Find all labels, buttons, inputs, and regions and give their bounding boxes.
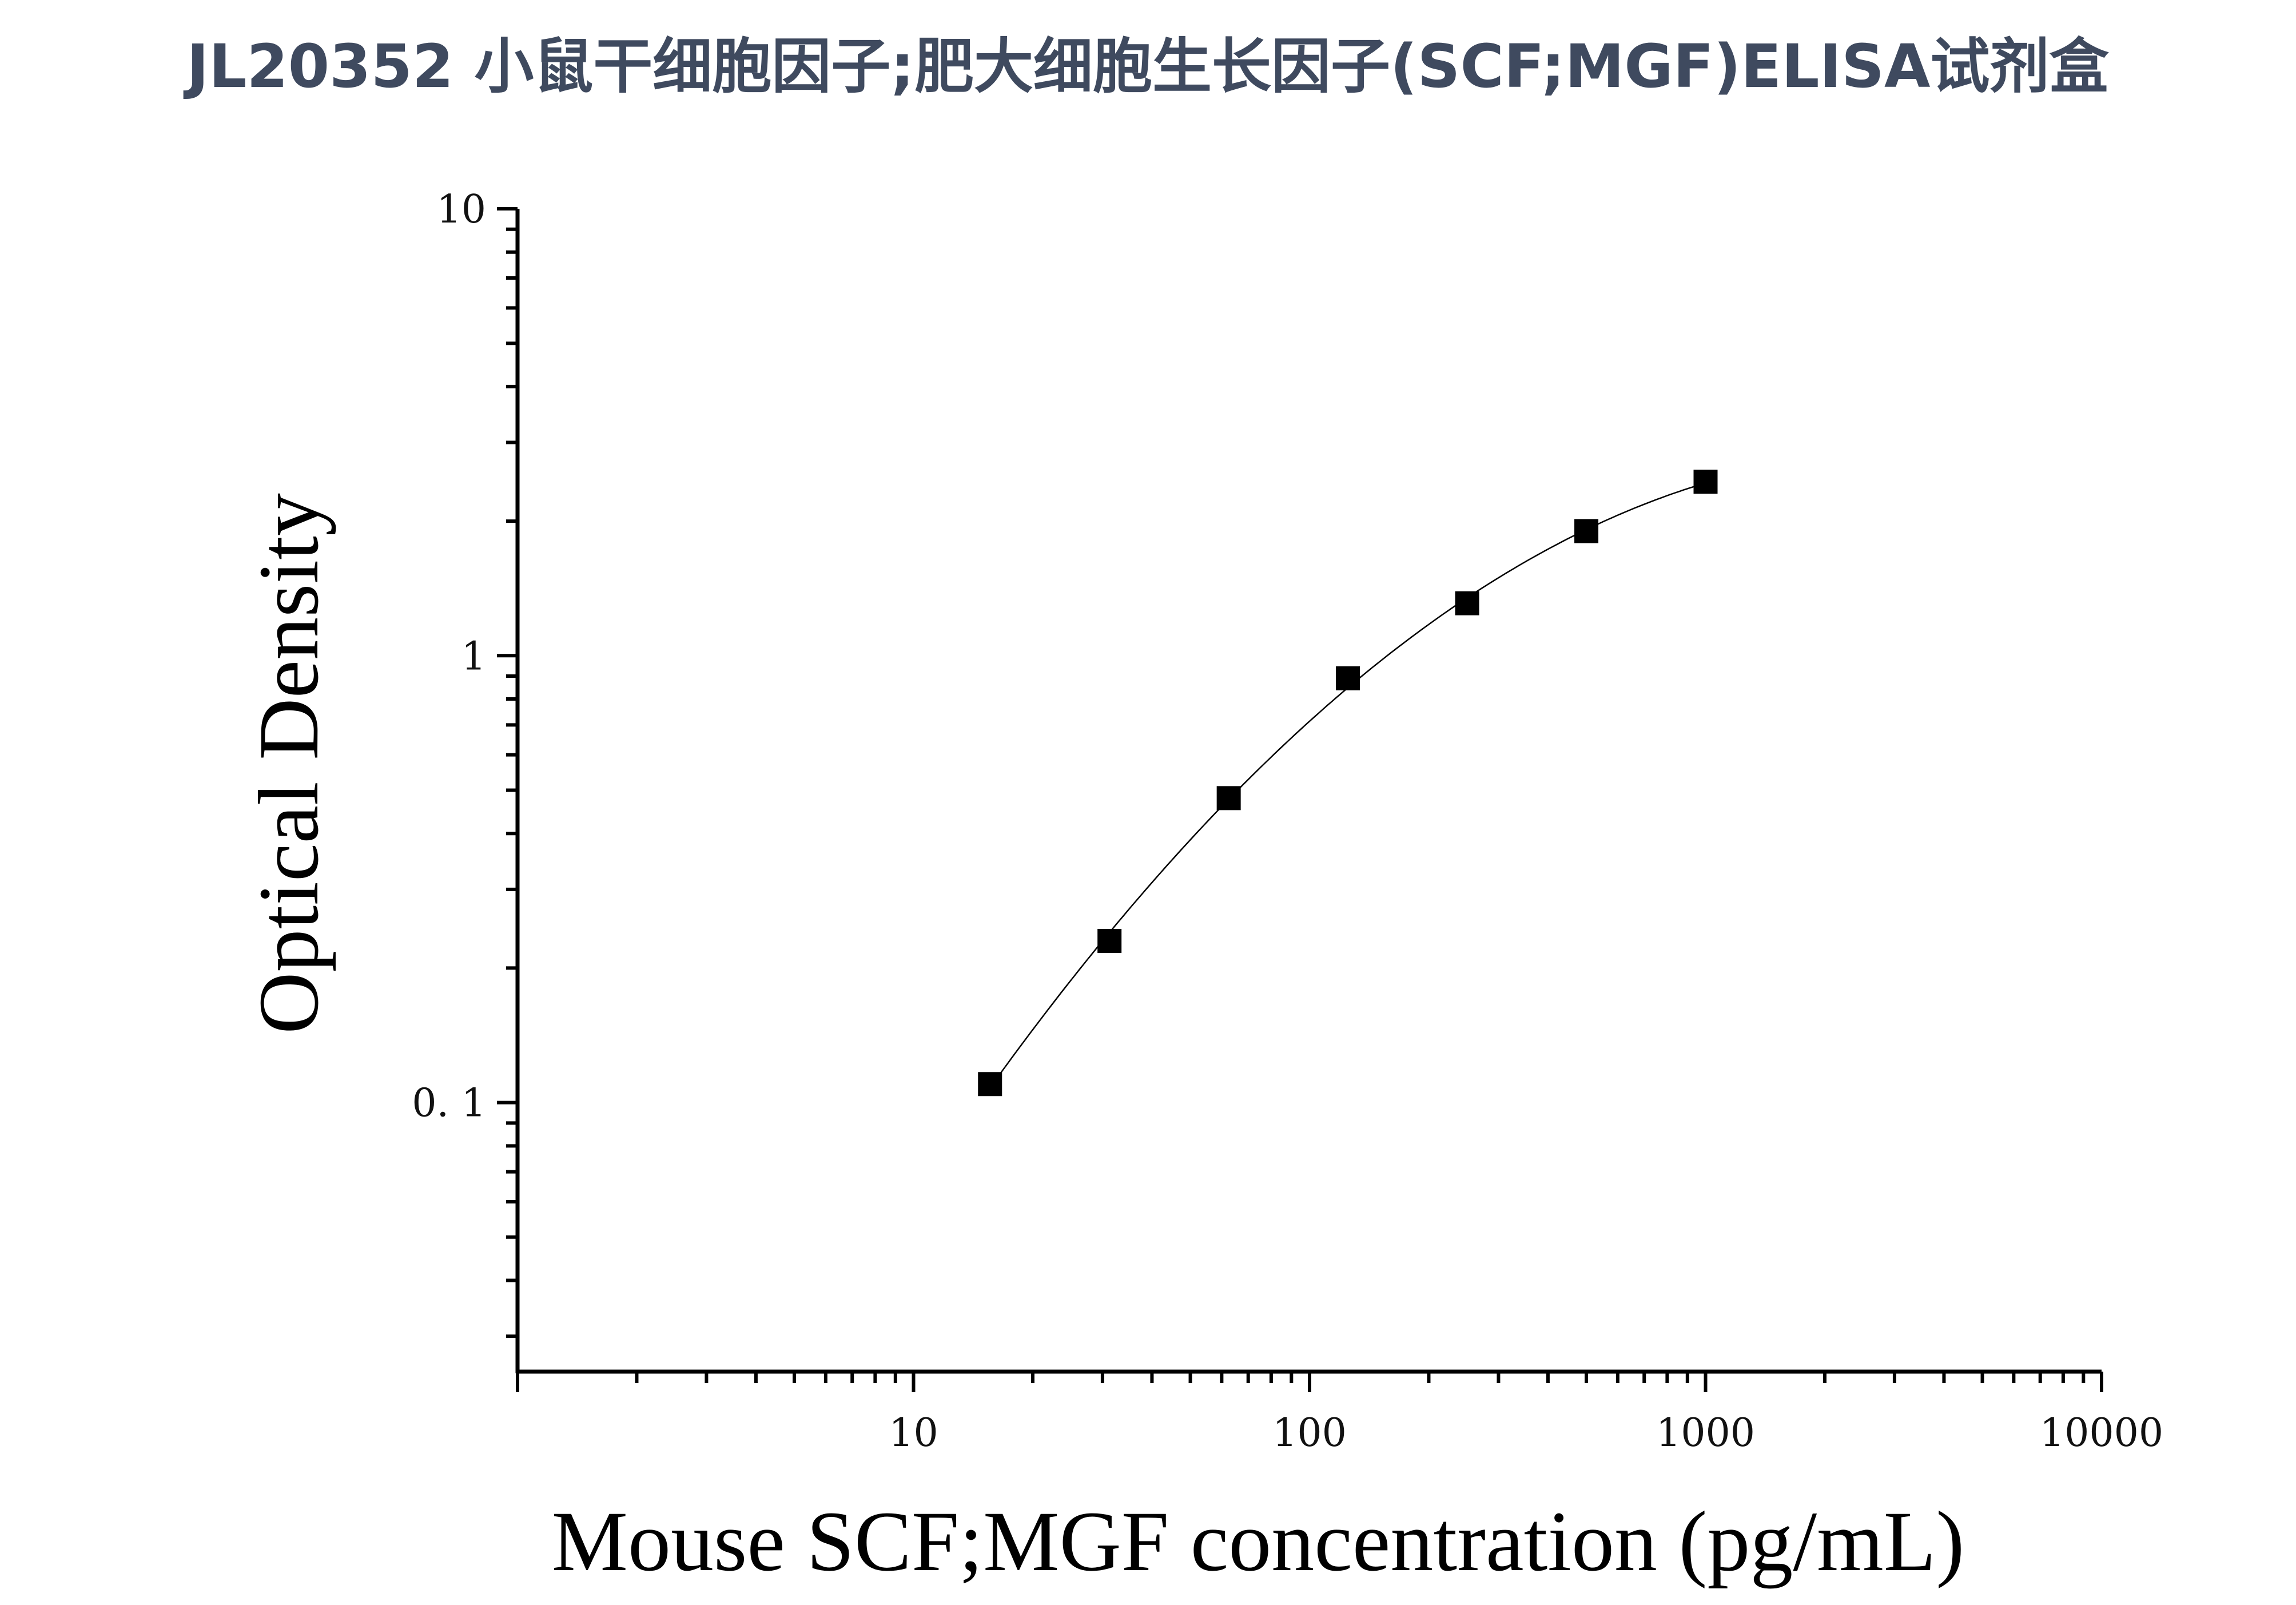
data-point-marker [1455, 591, 1479, 615]
x-tick-label: 10000 [2040, 1411, 2163, 1456]
y-tick-label: 0. 1 [412, 1081, 486, 1126]
x-axis-ticks [516, 1372, 2103, 1392]
y-tick-label: 1 [461, 634, 486, 679]
x-tick-label: 100 [1272, 1411, 1347, 1456]
data-point-markers [978, 470, 1718, 1097]
x-axis-tick-labels: 10 100 1000 10000 [889, 1411, 2163, 1456]
data-point-marker [978, 1072, 1002, 1097]
chart-title: JL20352 小鼠干细胞因子;肥大细胞生长因子(SCF;MGF)ELISA试剂… [183, 31, 2109, 101]
fit-curve-line [993, 482, 1706, 1082]
x-axis-label: Mouse SCF;MGF concentration (pg/mL) [552, 1494, 1965, 1589]
y-axis-label: Optical Density [241, 493, 336, 1034]
data-point-marker [1097, 928, 1122, 953]
data-point-marker [1574, 519, 1599, 543]
data-point-marker [1216, 786, 1241, 811]
data-point-marker [1336, 666, 1360, 690]
x-tick-label: 1000 [1656, 1411, 1755, 1456]
y-axis-ticks [497, 207, 518, 1338]
data-point-marker [1693, 470, 1718, 494]
x-tick-label: 10 [889, 1411, 938, 1456]
y-tick-label: 10 [436, 187, 486, 232]
y-axis-tick-labels: 0. 1 1 10 [412, 187, 486, 1126]
